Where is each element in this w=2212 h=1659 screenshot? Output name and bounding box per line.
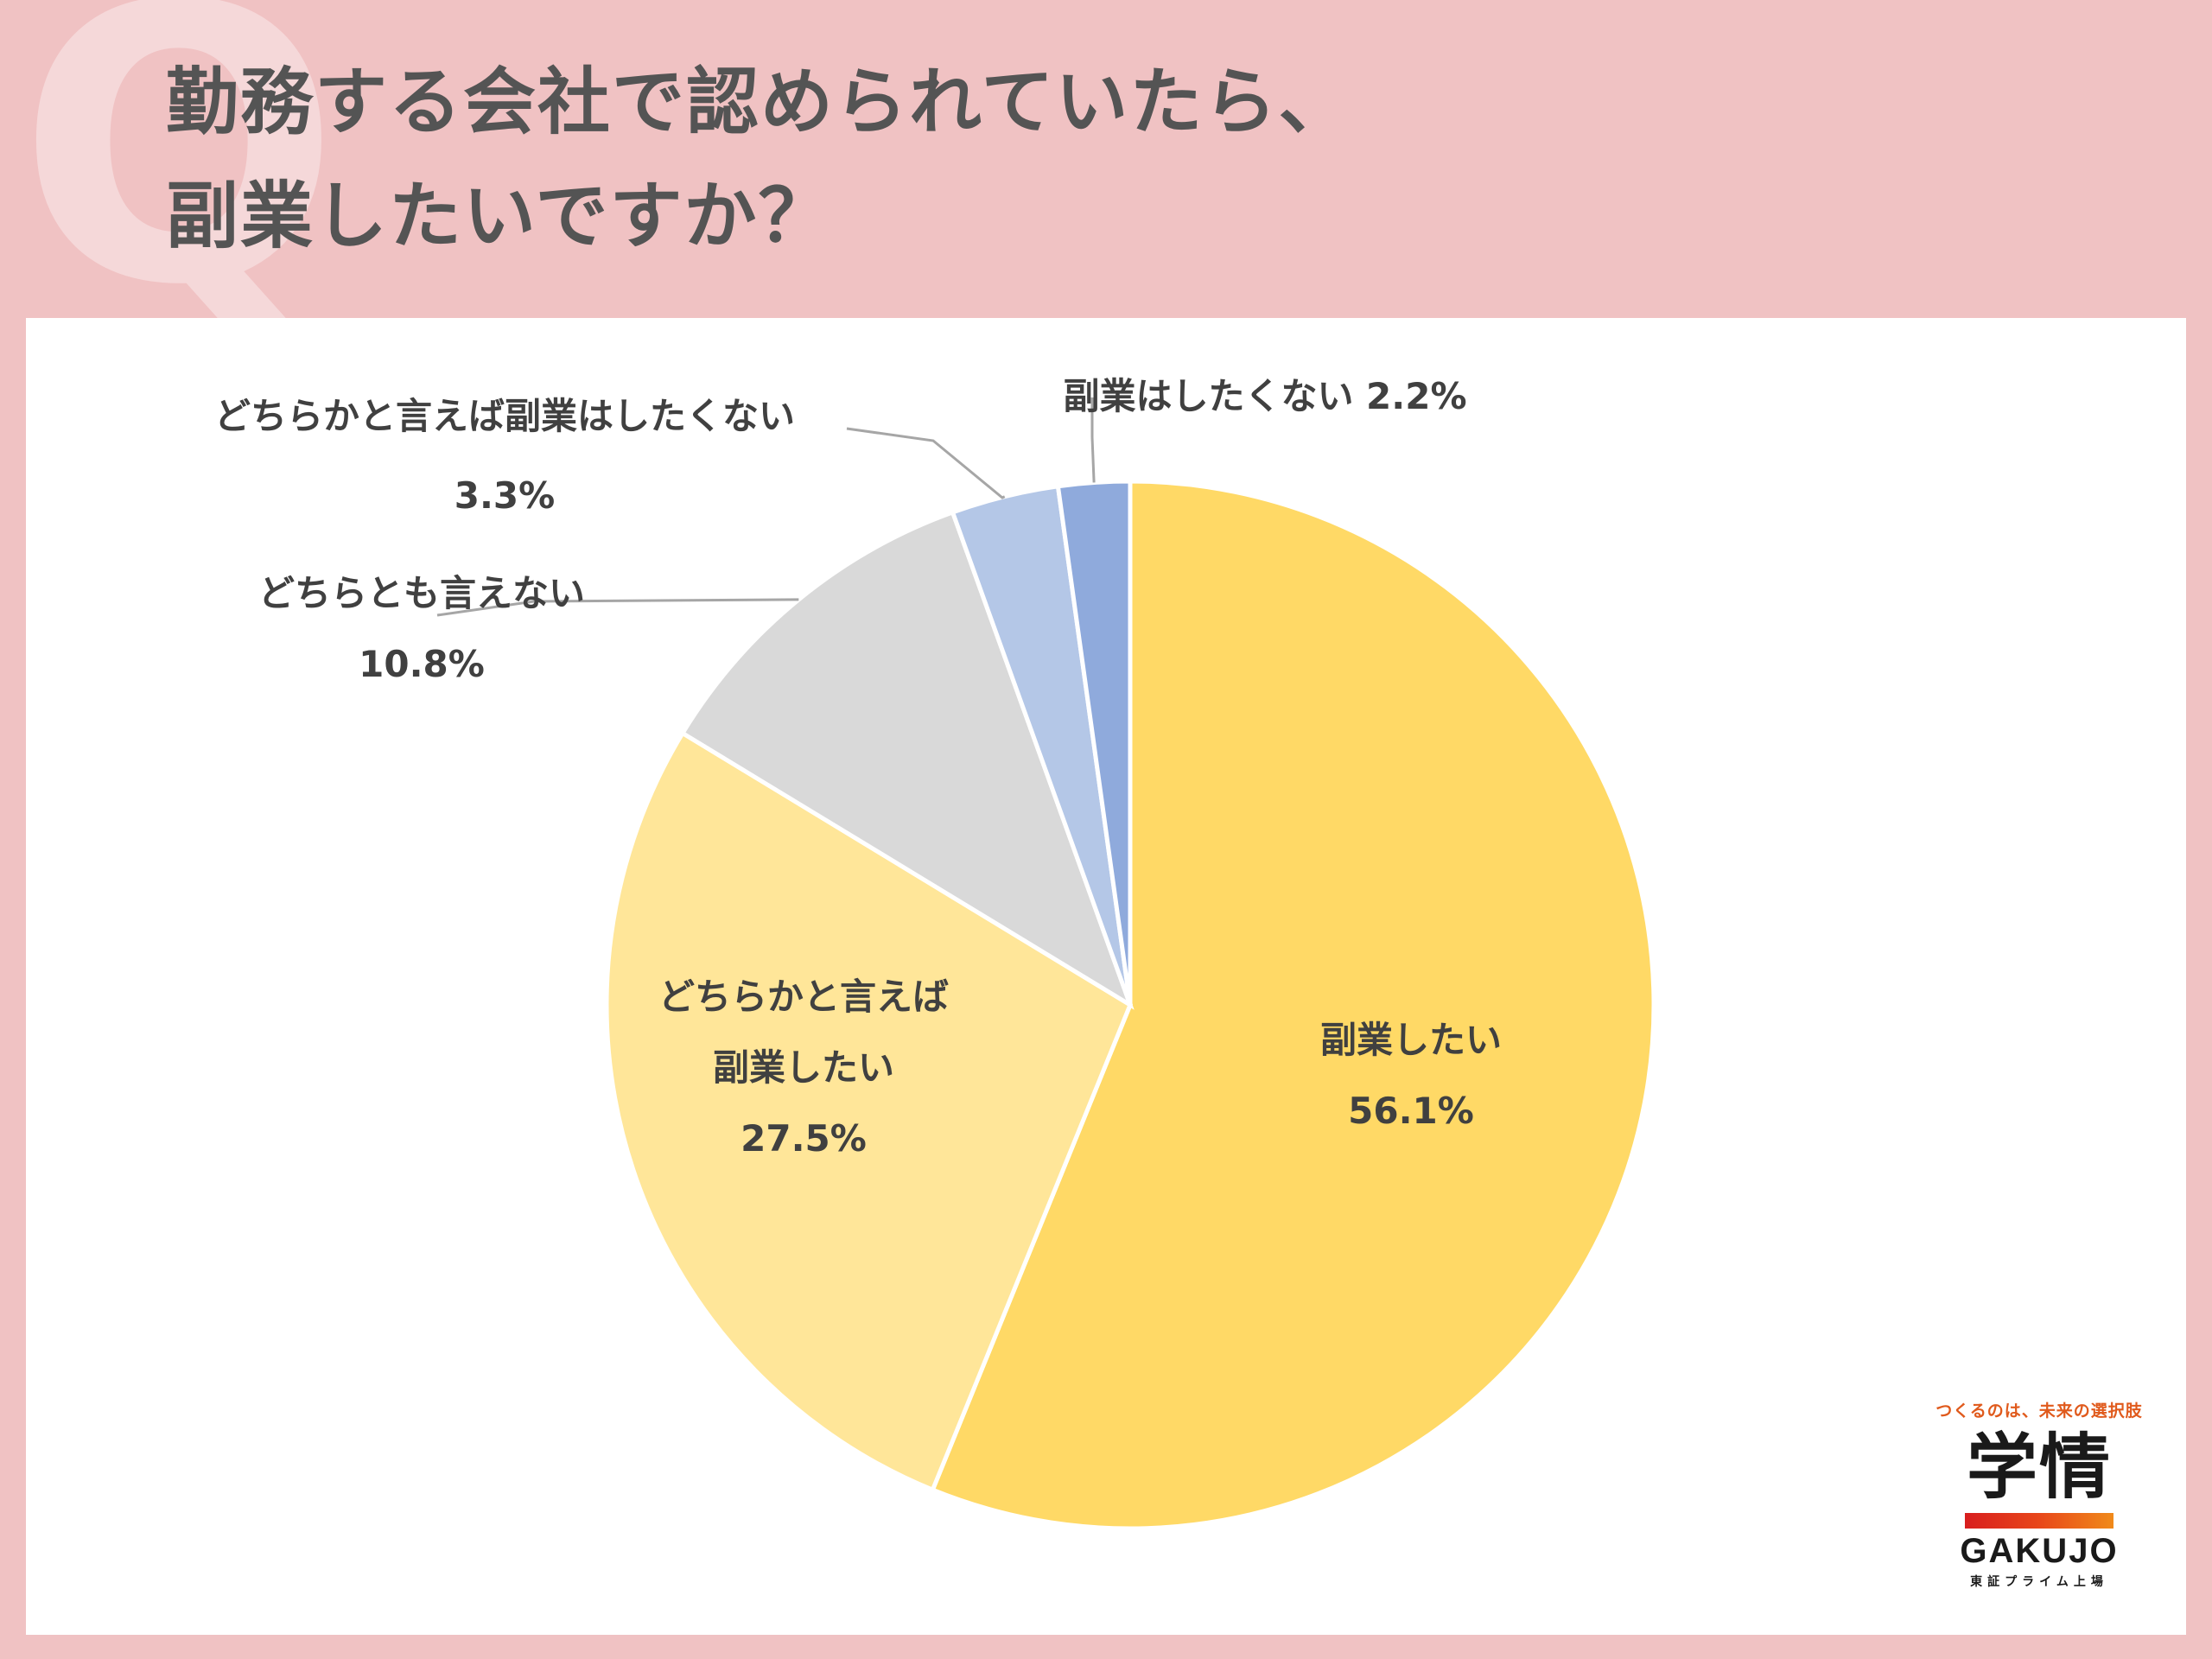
slice-label-s1-line-1: 副業したい	[713, 1046, 894, 1089]
slice-label-s3-line-1: 3.3%	[454, 474, 555, 517]
pie-slice-4	[1055, 479, 1133, 1006]
leader-line-2	[436, 598, 799, 617]
logo-mark: 学情	[1966, 1427, 2112, 1509]
pie-slice-1	[604, 730, 1134, 1493]
slice-label-s2-line-1: 10.8%	[359, 643, 485, 685]
q-watermark: Q	[17, 0, 341, 368]
title-line-1: 勤務する会社で認められていたら、	[166, 60, 1353, 144]
slice-label-s1-line-0: どちらかと言えば	[658, 976, 949, 1018]
pie-slice-0	[930, 479, 1656, 1531]
slice-label-s3-line-0: どちらかと言えば副業はしたくない	[214, 395, 795, 437]
logo-tagline: つくるのは、未来の選択肢	[1936, 1402, 2143, 1421]
gakujo-logo: つくるのは、未来の選択肢 学情 GAKUJO 東証プライム上場	[1927, 1398, 2152, 1614]
logo-bar	[1965, 1513, 2113, 1529]
leader-line-4	[1090, 397, 1096, 483]
slice-label-s0-line-1: 56.1%	[1348, 1090, 1474, 1132]
leader-line-3	[846, 427, 1006, 499]
logo-name: GAKUJO	[1960, 1532, 2119, 1570]
title-line-2: 副業したいですか？	[166, 174, 833, 258]
page-title: 勤務する会社で認められていたら、 副業したいですか？	[166, 45, 1352, 273]
pie-chart: 副業したい56.1%どちらかと言えば副業したい27.5%どちらとも言えない10.…	[214, 375, 1656, 1531]
pie-slice-2	[679, 509, 1135, 1010]
logo-market: 東証プライム上場	[1970, 1575, 2108, 1589]
chart-panel: 副業したい 56.1% どちらかと言えば 副業したい 27.5% どちらとも言えない 10.…	[26, 318, 2186, 1635]
slice-label-s4-line-0: 副業はしたくない 2.2%	[1063, 375, 1466, 417]
slice-label-s1-line-2: 27.5%	[741, 1117, 867, 1160]
slice-label-s2-line-0: どちらとも言えない	[258, 572, 585, 614]
slice-label-s0-line-0: 副業したい	[1320, 1019, 1502, 1061]
